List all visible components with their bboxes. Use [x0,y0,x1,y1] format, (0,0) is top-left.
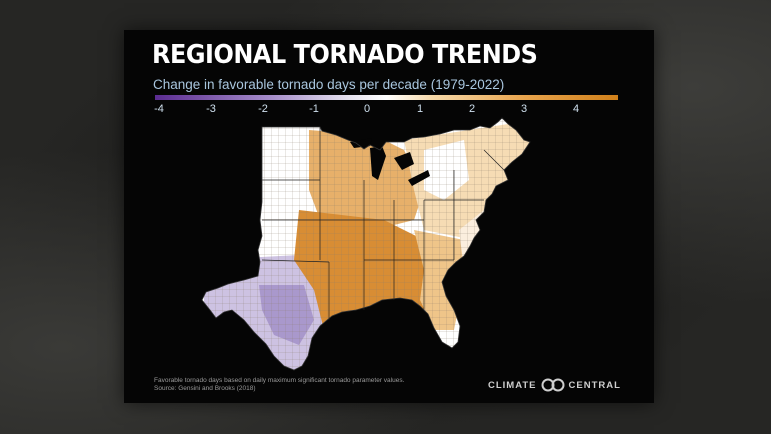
logo-rings-icon [541,378,565,392]
lake-erie [408,170,430,186]
legend-tick: -4 [154,103,164,115]
legend-tick: -3 [206,103,216,115]
legend-tick: 0 [363,103,371,115]
brand-left: CLIMATE [488,379,537,391]
lake-superior [350,138,372,148]
county-lines [202,118,530,370]
brand-right: CENTRAL [568,379,621,391]
legend-tick: 2 [468,103,476,115]
page-title: REGIONAL TORNADO TRENDS [152,40,538,70]
source-line: Source: Gensini and Brooks (2018) [154,385,256,392]
legend-color-bar [155,95,618,100]
lake-huron [394,152,414,170]
legend-tick: -1 [309,103,319,115]
climate-central-logo: CLIMATE CENTRAL [488,378,621,392]
lake-michigan [370,146,386,180]
legend-tick: 1 [416,103,424,115]
legend-tick: -2 [258,103,268,115]
map-subtitle: Change in favorable tornado days per dec… [153,77,505,92]
state-borders [261,127,505,320]
footnote-line: Favorable tornado days based on daily ma… [154,377,405,384]
footnote: Favorable tornado days based on daily ma… [154,377,404,393]
legend-tick: 3 [520,103,528,115]
us-county-map [201,117,531,371]
infographic-card: REGIONAL TORNADO TRENDS Change in favora… [124,30,654,403]
legend-tick: 4 [572,103,580,115]
